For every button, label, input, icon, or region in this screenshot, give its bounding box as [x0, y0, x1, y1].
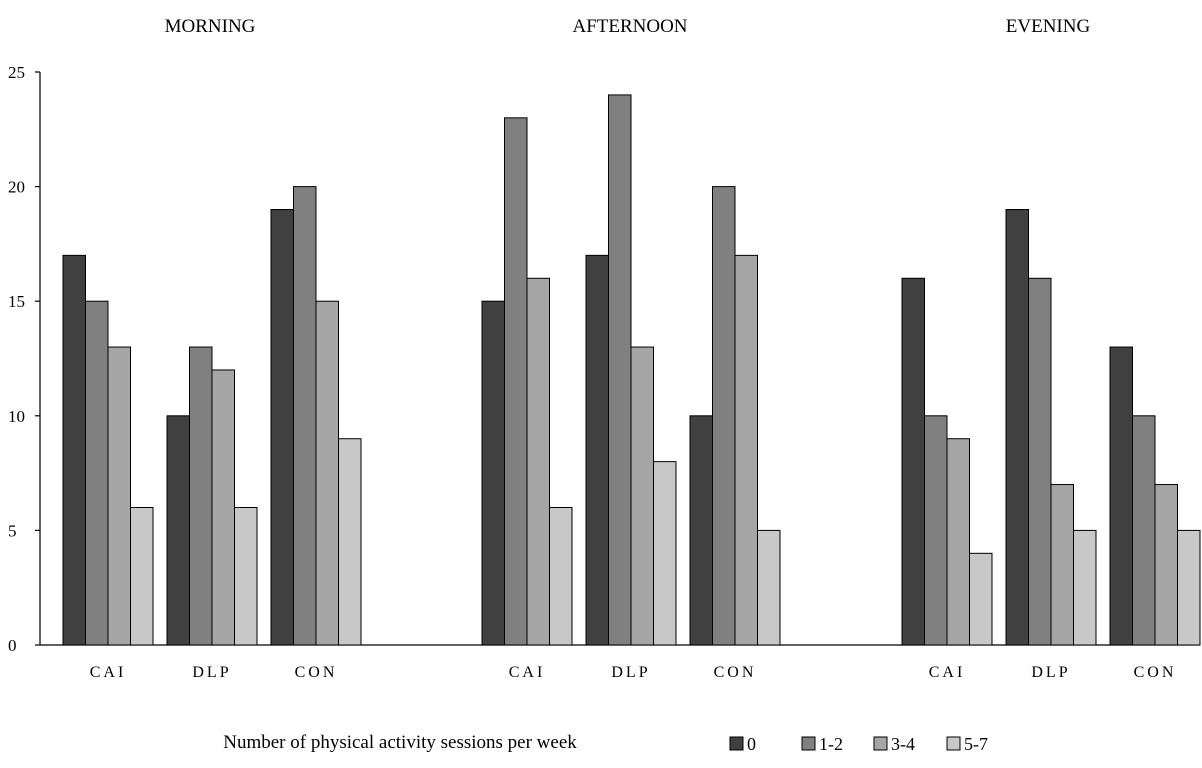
- legend-label: 3-4: [891, 734, 915, 754]
- y-tick-label: 5: [8, 521, 17, 540]
- bar: [757, 529, 781, 646]
- bar: [689, 415, 713, 646]
- panel-title: AFTERNOON: [572, 16, 687, 37]
- category-label: DLP: [192, 664, 231, 681]
- legend-swatch: [946, 736, 961, 751]
- category-label: DLP: [611, 664, 650, 681]
- bar: [1050, 484, 1074, 646]
- bar: [189, 346, 213, 646]
- bar: [338, 438, 362, 646]
- category-label: CAI: [509, 664, 546, 681]
- bar: [969, 552, 993, 646]
- category-label: DLP: [1031, 664, 1070, 681]
- bar: [293, 186, 317, 646]
- category-label: CAI: [929, 664, 966, 681]
- bar: [1154, 484, 1178, 646]
- bar: [504, 117, 528, 646]
- bar: [946, 438, 970, 646]
- bar: [712, 186, 736, 646]
- bar: [107, 346, 131, 646]
- bar: [1073, 529, 1097, 646]
- bar: [62, 254, 86, 646]
- y-tick-label: 0: [8, 636, 17, 655]
- legend-label: 1-2: [819, 734, 843, 754]
- bar: [211, 369, 235, 646]
- bars: [62, 94, 1201, 646]
- y-tick-label: 25: [8, 63, 25, 82]
- bar: [1005, 209, 1029, 646]
- category-label: CON: [714, 664, 757, 681]
- bar: [924, 415, 948, 646]
- bar: [166, 415, 190, 646]
- y-tick-label: 15: [8, 292, 25, 311]
- legend-label: 5-7: [964, 734, 988, 754]
- bar: [630, 346, 654, 646]
- bar: [653, 461, 677, 646]
- bar: [1132, 415, 1156, 646]
- legend: 0 1-2 3-4 5-7: [729, 734, 988, 754]
- bar: [1177, 529, 1201, 646]
- bar: [481, 300, 505, 646]
- x-axis: CAI DLP CON CAI DLP CON CAI DLP CON: [90, 664, 1177, 681]
- bar: [270, 209, 294, 646]
- bar: [734, 254, 758, 646]
- bar: [608, 94, 632, 646]
- bar: [315, 300, 339, 646]
- bar: [585, 254, 609, 646]
- bar: [1109, 346, 1133, 646]
- legend-swatch: [801, 736, 816, 751]
- y-tick-label: 20: [8, 178, 25, 197]
- bar: [901, 277, 925, 646]
- bar: [526, 277, 550, 646]
- panel-titles: MORNING AFTERNOON EVENING: [165, 16, 1091, 37]
- bar: [1028, 277, 1052, 646]
- legend-swatch: [729, 736, 744, 751]
- bar: [85, 300, 109, 646]
- bar: [234, 506, 258, 646]
- category-label: CON: [1134, 664, 1177, 681]
- y-tick-label: 10: [8, 407, 25, 426]
- panel-title: MORNING: [165, 16, 256, 37]
- x-axis-label: Number of physical activity sessions per…: [223, 732, 577, 753]
- category-label: CAI: [90, 664, 127, 681]
- bar: [130, 506, 154, 646]
- bar: [549, 506, 573, 646]
- legend-label: 0: [747, 734, 756, 754]
- panel-title: EVENING: [1006, 16, 1091, 37]
- legend-swatch: [873, 736, 888, 751]
- category-label: CON: [295, 664, 338, 681]
